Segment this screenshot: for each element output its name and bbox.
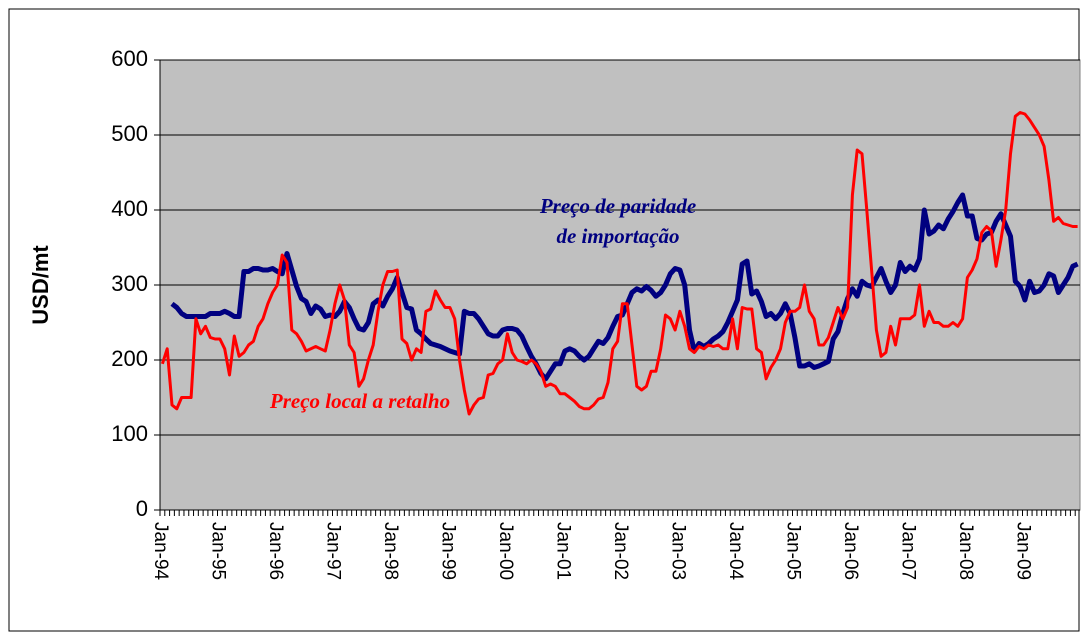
series-line — [170, 192, 1079, 382]
x-tick-label: Jan-95 — [207, 522, 228, 580]
series-label: Preço de paridade — [539, 194, 696, 218]
x-tick-label: Jan-02 — [610, 522, 631, 580]
x-tick-label: Jan-99 — [437, 522, 458, 580]
series-label: Preço local a retalho — [269, 389, 450, 413]
y-tick-label: 500 — [111, 121, 148, 146]
x-tick-label: Jan-07 — [897, 522, 918, 580]
y-tick-label: 200 — [111, 346, 148, 371]
x-tick-label: Jan-08 — [955, 522, 976, 580]
x-tick-label: Jan-96 — [265, 522, 286, 580]
x-tick-label: Jan-01 — [552, 522, 573, 580]
x-tick-label: Jan-06 — [840, 522, 861, 580]
series-line — [160, 111, 1078, 416]
x-tick-label: Jan-05 — [782, 522, 803, 580]
x-tick-label: Jan-03 — [667, 522, 688, 580]
x-tick-label: Jan-00 — [495, 522, 516, 580]
y-tick-label: 300 — [111, 271, 148, 296]
y-tick-label: 400 — [111, 196, 148, 221]
x-tick-label: Jan-94 — [150, 522, 171, 581]
x-tick-label: Jan-98 — [380, 522, 401, 580]
series-label: de importação — [556, 224, 679, 248]
y-tick-label: 100 — [111, 421, 148, 446]
x-tick-label: Jan-09 — [1012, 522, 1033, 580]
y-axis-label: USD/mt — [28, 245, 53, 325]
x-tick-label: Jan-97 — [322, 522, 343, 580]
y-tick-label: 600 — [111, 46, 148, 71]
y-tick-label: 0 — [136, 496, 148, 521]
x-tick-label: Jan-04 — [725, 522, 746, 581]
